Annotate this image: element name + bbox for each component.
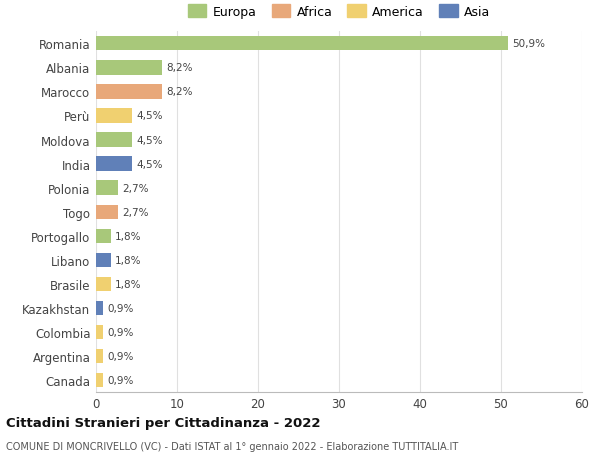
Bar	[96, 133, 133, 147]
Bar	[96, 37, 508, 51]
Text: 0,9%: 0,9%	[107, 327, 134, 337]
Bar	[96, 181, 118, 196]
Text: 2,7%: 2,7%	[122, 207, 148, 217]
Bar	[96, 373, 103, 388]
Text: 1,8%: 1,8%	[115, 255, 141, 265]
Bar	[96, 109, 133, 123]
Bar	[96, 157, 133, 172]
Text: COMUNE DI MONCRIVELLO (VC) - Dati ISTAT al 1° gennaio 2022 - Elaborazione TUTTIT: COMUNE DI MONCRIVELLO (VC) - Dati ISTAT …	[6, 441, 458, 451]
Text: 4,5%: 4,5%	[137, 135, 163, 145]
Text: 1,8%: 1,8%	[115, 231, 141, 241]
Bar	[96, 349, 103, 364]
Text: 2,7%: 2,7%	[122, 183, 148, 193]
Bar	[96, 277, 110, 291]
Bar	[96, 229, 110, 244]
Text: Cittadini Stranieri per Cittadinanza - 2022: Cittadini Stranieri per Cittadinanza - 2…	[6, 416, 320, 429]
Text: 8,2%: 8,2%	[166, 63, 193, 73]
Text: 0,9%: 0,9%	[107, 352, 134, 361]
Text: 4,5%: 4,5%	[137, 111, 163, 121]
Text: 1,8%: 1,8%	[115, 280, 141, 289]
Bar	[96, 61, 163, 75]
Text: 4,5%: 4,5%	[137, 159, 163, 169]
Bar	[96, 325, 103, 340]
Bar	[96, 205, 118, 219]
Legend: Europa, Africa, America, Asia: Europa, Africa, America, Asia	[188, 5, 490, 19]
Text: 50,9%: 50,9%	[512, 39, 545, 49]
Bar	[96, 253, 110, 268]
Text: 0,9%: 0,9%	[107, 303, 134, 313]
Text: 8,2%: 8,2%	[166, 87, 193, 97]
Bar	[96, 85, 163, 100]
Text: 0,9%: 0,9%	[107, 375, 134, 386]
Bar	[96, 301, 103, 316]
